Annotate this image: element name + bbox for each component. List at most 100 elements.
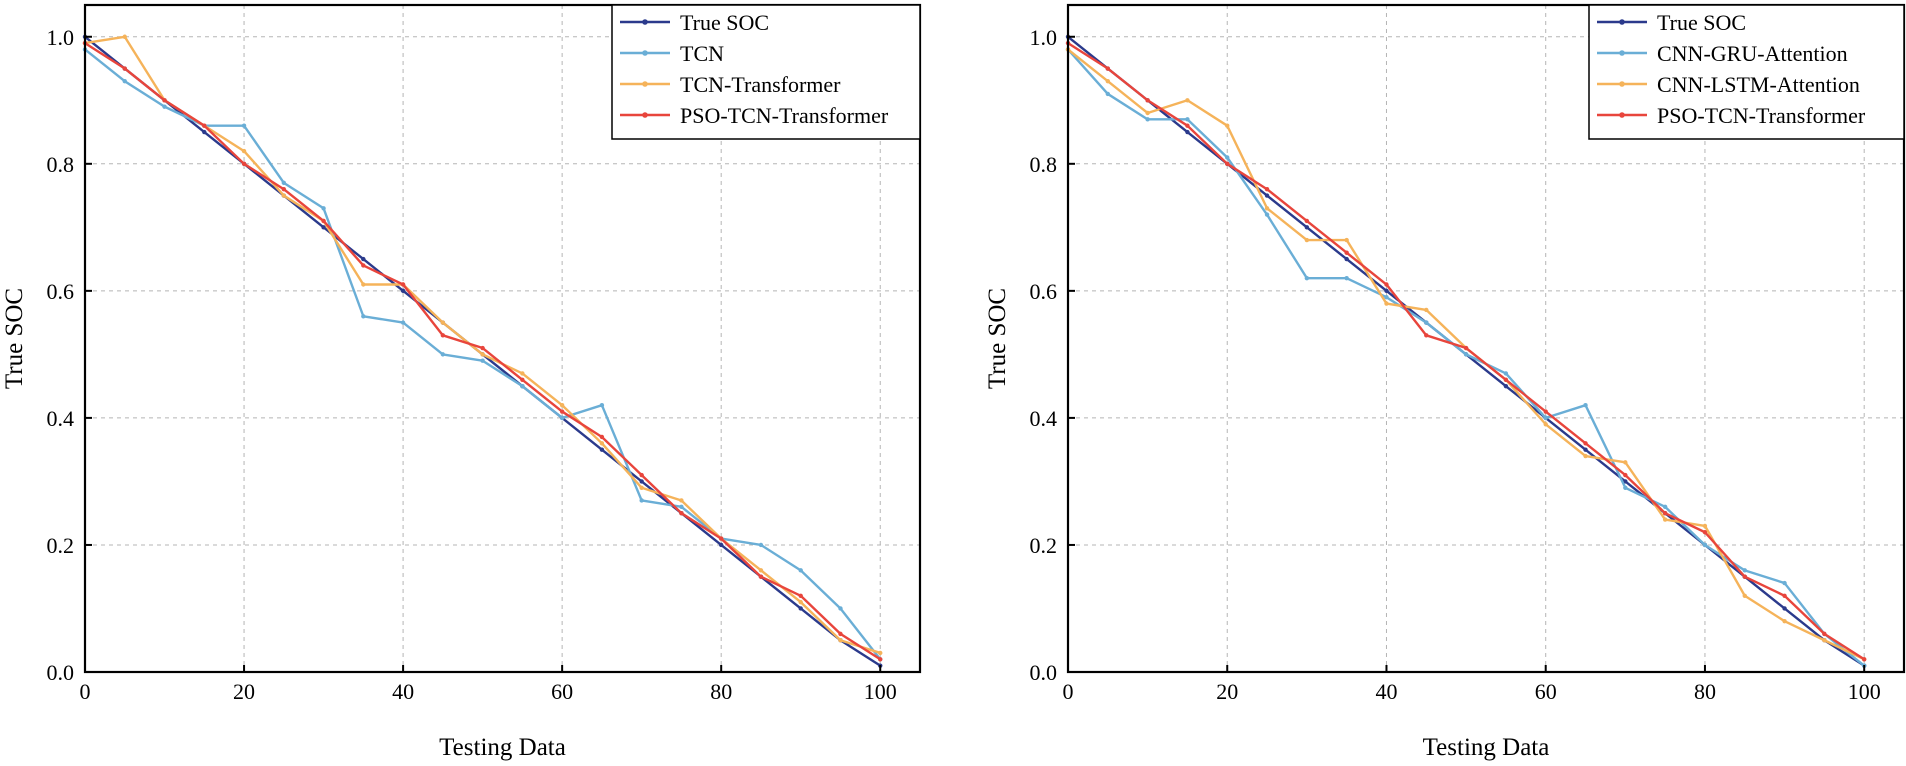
data-point <box>440 333 446 338</box>
data-point <box>1702 530 1708 535</box>
data-point <box>838 638 843 643</box>
y-tick-label: 0.2 <box>47 533 75 558</box>
data-point <box>1185 123 1190 128</box>
data-point <box>1264 206 1270 211</box>
legend-label: True SOC <box>680 10 769 35</box>
data-point <box>1503 371 1509 376</box>
data-point <box>1264 187 1270 192</box>
data-point <box>1384 295 1389 300</box>
x-tick-label: 40 <box>392 679 414 704</box>
data-point <box>440 320 446 325</box>
data-point <box>1225 123 1230 128</box>
x-tick-label: 80 <box>710 679 732 704</box>
legend-marker <box>1619 50 1625 56</box>
data-point <box>520 377 525 382</box>
data-point <box>122 34 127 39</box>
data-point <box>1583 441 1588 446</box>
data-point <box>122 79 127 84</box>
data-point <box>1304 225 1310 230</box>
data-point <box>281 180 287 186</box>
data-point <box>480 345 485 351</box>
legend-label: CNN-GRU-Attention <box>1657 41 1848 66</box>
data-point <box>1185 117 1190 122</box>
y-axis-label: True SOC <box>1 288 28 389</box>
x-tick-label: 20 <box>233 679 255 704</box>
data-point <box>1424 333 1429 338</box>
data-point <box>1742 593 1747 598</box>
data-point <box>758 542 764 548</box>
data-point <box>639 485 644 490</box>
x-tick-label: 0 <box>80 679 91 704</box>
y-tick-label: 0.8 <box>47 152 75 177</box>
data-point <box>639 479 644 484</box>
data-point <box>679 510 684 516</box>
data-point <box>559 403 565 408</box>
data-point <box>1105 79 1111 84</box>
data-point <box>361 256 366 262</box>
data-point <box>599 441 605 446</box>
data-point <box>1583 453 1588 459</box>
y-tick-label: 0.0 <box>47 660 75 685</box>
legend-marker <box>642 50 648 56</box>
data-point <box>1782 618 1787 624</box>
data-point <box>1503 383 1509 389</box>
data-point <box>1543 409 1548 414</box>
legend-marker <box>1619 19 1625 25</box>
data-point <box>1623 485 1628 490</box>
x-tick-label: 60 <box>551 679 573 704</box>
data-point <box>321 225 326 230</box>
data-point <box>1543 415 1548 421</box>
legend-label: TCN-Transformer <box>680 72 841 97</box>
data-point <box>1583 403 1588 408</box>
data-point <box>1662 510 1668 516</box>
data-point <box>1861 657 1867 662</box>
data-point <box>1623 479 1628 484</box>
data-point <box>878 650 883 656</box>
data-point <box>202 123 207 128</box>
data-point <box>1225 161 1230 167</box>
data-point <box>1463 352 1469 357</box>
data-point <box>400 282 406 287</box>
data-point <box>1384 288 1389 294</box>
data-point <box>1822 631 1827 637</box>
data-point <box>1822 638 1827 643</box>
data-point <box>639 472 644 478</box>
data-point <box>838 631 843 637</box>
data-point <box>1782 593 1787 598</box>
x-tick-label: 0 <box>1063 679 1074 704</box>
data-point <box>1503 377 1509 382</box>
data-point <box>1463 345 1469 351</box>
x-tick-label: 20 <box>1216 679 1238 704</box>
data-point <box>718 536 724 541</box>
legend-label: TCN <box>680 41 724 66</box>
data-point <box>321 206 326 211</box>
data-point <box>1344 237 1349 243</box>
legend-label: CNN-LSTM-Attention <box>1657 72 1860 97</box>
legend-marker <box>642 81 648 87</box>
x-axis-label: Testing Data <box>439 734 566 761</box>
data-point <box>1583 447 1588 452</box>
data-point <box>679 498 684 503</box>
data-point <box>1543 422 1548 427</box>
data-point <box>321 218 326 224</box>
data-point <box>1145 110 1150 116</box>
legend-marker <box>1619 81 1625 87</box>
x-axis-label: Testing Data <box>1423 734 1550 761</box>
data-point <box>1782 606 1787 611</box>
data-point <box>400 320 406 325</box>
data-point <box>1145 117 1150 122</box>
data-point <box>281 193 287 198</box>
data-point <box>400 288 406 294</box>
legend-box <box>1588 4 1905 140</box>
data-point <box>361 263 366 268</box>
data-point <box>1702 542 1708 548</box>
data-point <box>559 415 565 421</box>
legend-marker <box>642 112 648 118</box>
plot-frame <box>83 3 922 674</box>
chart-panel-1: 0 20 40 60 80 100 0.0 0.2 0.4 0.6 0.8 1.0 Testing Da… <box>1 3 922 761</box>
data-point <box>1702 523 1708 529</box>
data-point <box>798 599 803 605</box>
data-point <box>758 574 764 579</box>
legend-marker <box>1619 112 1625 118</box>
y-tick-label: 1.0 <box>47 25 75 50</box>
